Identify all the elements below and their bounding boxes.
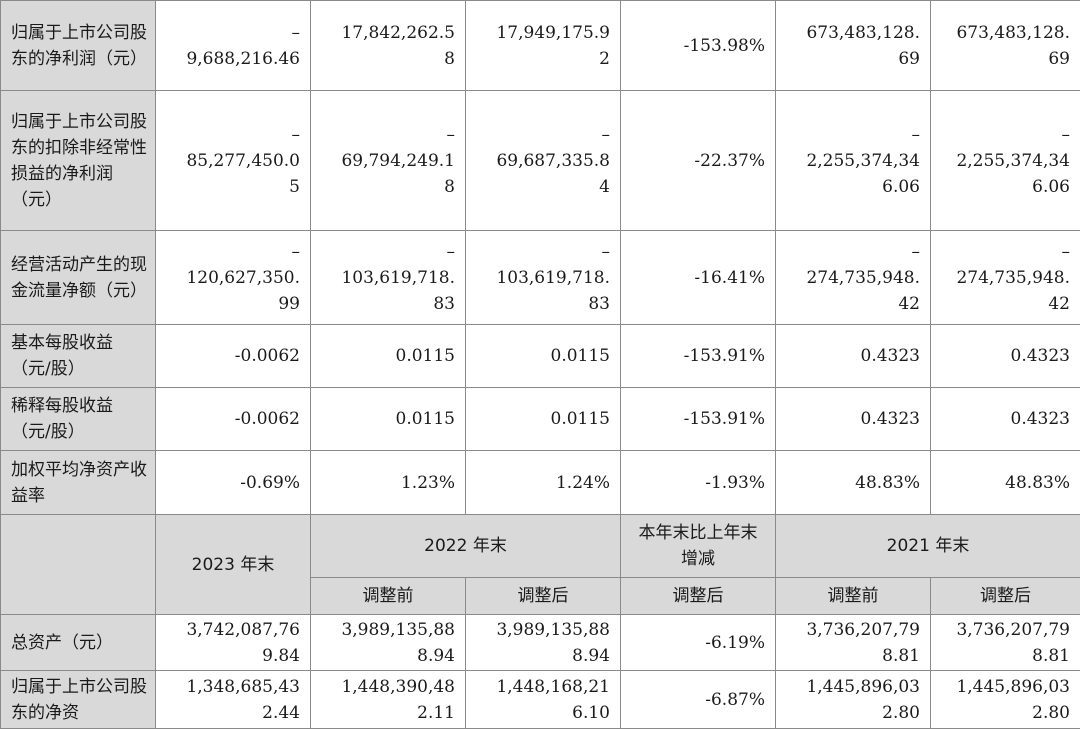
value-change: -153.98% [621, 1, 776, 91]
value-2023: -0.0062 [156, 325, 311, 388]
table-row: 经营活动产生的现金流量净额（元） – 120,627,350. 99 – 103… [1, 231, 1080, 325]
value-2021-before: 0.4323 [776, 325, 931, 388]
header-change: 本年末比上年末增减 [621, 515, 776, 578]
value-2023: 3,742,087,76 9.84 [156, 615, 311, 671]
value-2021-after: 48.83% [931, 451, 1080, 515]
table-row: 归属于上市公司股东的净利润（元） – 9,688,216.46 17,842,2… [1, 1, 1080, 91]
value-change: -1.93% [621, 451, 776, 515]
value-2022-before: 3,989,135,88 8.94 [311, 615, 466, 671]
table-row: 稀释每股收益（元/股） -0.0062 0.0115 0.0115 -153.9… [1, 388, 1080, 451]
value-2022-after: 0.0115 [466, 325, 621, 388]
value-change: -16.41% [621, 231, 776, 325]
value-2021-after: – 274,735,948. 42 [931, 231, 1080, 325]
value-2023: -0.0062 [156, 388, 311, 451]
value-2021-before: – 274,735,948. 42 [776, 231, 931, 325]
value-2021-after: 0.4323 [931, 388, 1080, 451]
value-change: -153.91% [621, 325, 776, 388]
value-2023: – 85,277,450.0 5 [156, 91, 311, 231]
value-2021-before: – 2,255,374,34 6.06 [776, 91, 931, 231]
value-2023: – 9,688,216.46 [156, 1, 311, 91]
value-2022-after: 3,989,135,88 8.94 [466, 615, 621, 671]
value-2022-after: – 69,687,335.8 4 [466, 91, 621, 231]
header-2021-before: 调整前 [776, 578, 931, 615]
table-row: 总资产（元） 3,742,087,76 9.84 3,989,135,88 8.… [1, 615, 1080, 671]
value-2023: 1,348,685,43 2.44 [156, 671, 311, 729]
value-2022-before: 1,448,390,48 2.11 [311, 671, 466, 729]
value-2021-before: 3,736,207,79 8.81 [776, 615, 931, 671]
header-change-after: 调整后 [621, 578, 776, 615]
value-2022-before: 17,842,262.5 8 [311, 1, 466, 91]
value-2022-after: 1,448,168,21 6.10 [466, 671, 621, 729]
value-2021-before: 673,483,128. 69 [776, 1, 931, 91]
value-2022-before: – 103,619,718. 83 [311, 231, 466, 325]
value-2022-after: – 103,619,718. 83 [466, 231, 621, 325]
row-label: 归属于上市公司股东的净资 [1, 671, 156, 729]
header-2023: 2023 年末 [156, 515, 311, 615]
value-2022-after: 17,949,175.9 2 [466, 1, 621, 91]
row-label: 总资产（元） [1, 615, 156, 671]
value-2021-after: 1,445,896,03 2.80 [931, 671, 1080, 729]
row-label: 经营活动产生的现金流量净额（元） [1, 231, 156, 325]
value-2022-before: – 69,794,249.1 8 [311, 91, 466, 231]
value-2022-before: 1.23% [311, 451, 466, 515]
header-2022: 2022 年末 [311, 515, 621, 578]
value-2022-after: 0.0115 [466, 388, 621, 451]
header-empty-cell [1, 515, 156, 615]
header-2022-before: 调整前 [311, 578, 466, 615]
header-2021: 2021 年末 [776, 515, 1080, 578]
value-2021-after: – 2,255,374,34 6.06 [931, 91, 1080, 231]
value-2021-after: 673,483,128. 69 [931, 1, 1080, 91]
header-row-years: 2023 年末 2022 年末 本年末比上年末增减 2021 年末 [1, 515, 1080, 578]
table-row: 基本每股收益（元/股） -0.0062 0.0115 0.0115 -153.9… [1, 325, 1080, 388]
value-2022-before: 0.0115 [311, 325, 466, 388]
value-2022-before: 0.0115 [311, 388, 466, 451]
header-2022-after: 调整后 [466, 578, 621, 615]
value-2021-before: 48.83% [776, 451, 931, 515]
value-2022-after: 1.24% [466, 451, 621, 515]
header-2021-after: 调整后 [931, 578, 1080, 615]
row-label: 归属于上市公司股东的扣除非经常性损益的净利润（元） [1, 91, 156, 231]
value-change: -153.91% [621, 388, 776, 451]
row-label: 归属于上市公司股东的净利润（元） [1, 1, 156, 91]
value-2021-after: 3,736,207,79 8.81 [931, 615, 1080, 671]
value-2023: -0.69% [156, 451, 311, 515]
value-2023: – 120,627,350. 99 [156, 231, 311, 325]
value-change: -6.19% [621, 615, 776, 671]
row-label: 稀释每股收益（元/股） [1, 388, 156, 451]
row-label: 基本每股收益（元/股） [1, 325, 156, 388]
table-row: 加权平均净资产收益率 -0.69% 1.23% 1.24% -1.93% 48.… [1, 451, 1080, 515]
value-2021-before: 0.4323 [776, 388, 931, 451]
row-label: 加权平均净资产收益率 [1, 451, 156, 515]
table-row: 归属于上市公司股东的净资 1,348,685,43 2.44 1,448,390… [1, 671, 1080, 729]
value-change: -6.87% [621, 671, 776, 729]
value-2021-before: 1,445,896,03 2.80 [776, 671, 931, 729]
table-row: 归属于上市公司股东的扣除非经常性损益的净利润（元） – 85,277,450.0… [1, 91, 1080, 231]
value-2021-after: 0.4323 [931, 325, 1080, 388]
value-change: -22.37% [621, 91, 776, 231]
